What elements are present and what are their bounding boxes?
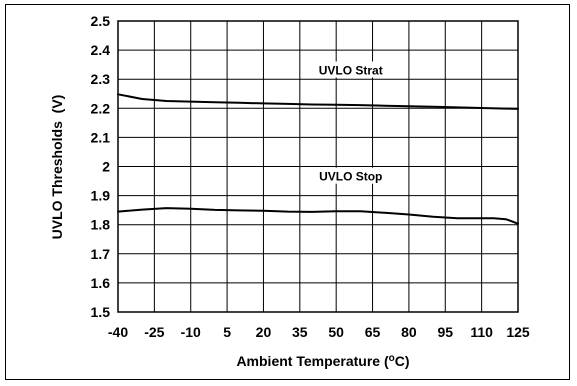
- x-tick-label: 125: [506, 324, 530, 340]
- x-tick-label: -25: [144, 324, 164, 340]
- x-axis-title-part-1: Ambient Temperature (: [236, 353, 389, 369]
- x-axis-title: Ambient Temperature (oC): [236, 353, 409, 369]
- y-tick-label: 2.5: [91, 13, 111, 29]
- chart-frame: [5, 4, 570, 380]
- y-tick-label: 1.5: [91, 304, 111, 320]
- y-tick-label: 1.8: [91, 217, 111, 233]
- degree-superscript: o: [389, 353, 395, 364]
- x-tick-label: -10: [181, 324, 201, 340]
- y-tick-label: 1.9: [91, 188, 111, 204]
- y-tick-label: 2.4: [91, 42, 111, 58]
- series-label-1: UVLO Strat: [319, 63, 383, 77]
- x-tick-label: 95: [437, 324, 453, 340]
- y-axis-title: UVLO Thresholds (V): [49, 95, 65, 240]
- series-line-1: [117, 93, 519, 110]
- y-tick-label: 1.6: [91, 275, 111, 291]
- x-tick-label: 5: [223, 324, 231, 340]
- y-tick-label: 1.7: [91, 246, 111, 262]
- y-tick-labels: 2.5 2.4 2.3 2.2 2.1 2 1.9 1.8 1.7 1.6 1.5: [91, 13, 111, 320]
- x-tick-label: 65: [365, 324, 381, 340]
- x-axis-title-part-2: C): [395, 353, 410, 369]
- series-label-background: [310, 61, 391, 78]
- series-label-2: UVLO Stop: [319, 170, 382, 184]
- y-tick-label: 2: [102, 159, 110, 175]
- x-tick-label: 35: [292, 324, 308, 340]
- x-tick-labels: -40 -25 -10 5 20 35 50 65 80 95 110 125: [108, 324, 530, 340]
- x-tick-label: 50: [328, 324, 344, 340]
- x-tick-label: 110: [470, 324, 493, 340]
- y-tick-label: 2.2: [91, 100, 111, 116]
- x-tick-label: 20: [256, 324, 272, 340]
- x-tick-label: 80: [401, 324, 417, 340]
- series-labels: UVLO Strat UVLO Stop: [310, 61, 391, 184]
- series-line-2: [117, 207, 519, 225]
- y-tick-label: 2.1: [91, 129, 111, 145]
- plot-border: [117, 20, 519, 313]
- series-group: [117, 93, 519, 225]
- x-tick-label: -40: [108, 324, 128, 340]
- y-tick-label: 2.3: [91, 71, 111, 87]
- series-label-background: [310, 167, 391, 184]
